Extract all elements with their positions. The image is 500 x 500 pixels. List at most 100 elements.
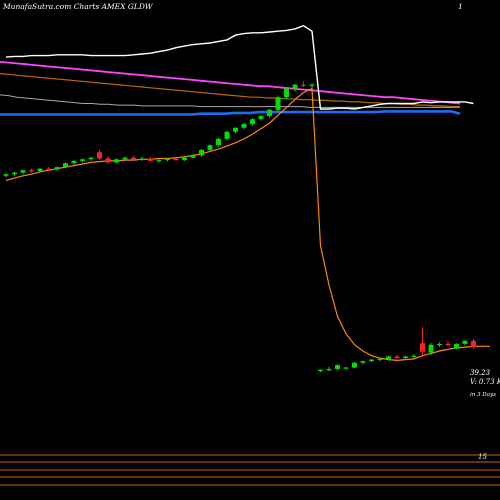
candle bbox=[258, 115, 264, 121]
candle bbox=[46, 167, 51, 172]
candle bbox=[12, 171, 17, 176]
candle-body bbox=[284, 88, 289, 98]
candle bbox=[284, 87, 289, 99]
candle bbox=[97, 149, 102, 161]
candle bbox=[386, 355, 391, 361]
candle bbox=[267, 109, 272, 118]
candle bbox=[420, 327, 425, 358]
candle bbox=[301, 81, 306, 87]
candle-body bbox=[326, 369, 332, 371]
candle bbox=[139, 156, 145, 161]
candle bbox=[437, 342, 442, 348]
candle bbox=[63, 162, 68, 168]
candle bbox=[173, 156, 179, 161]
candle-body bbox=[190, 155, 196, 158]
candle-body bbox=[437, 343, 442, 346]
candle bbox=[250, 118, 255, 126]
candle-body bbox=[420, 343, 425, 352]
candle bbox=[156, 159, 162, 163]
candle-body bbox=[241, 123, 247, 128]
candle bbox=[377, 357, 383, 362]
candle bbox=[71, 160, 77, 165]
candle-body bbox=[173, 158, 179, 161]
candle bbox=[122, 156, 128, 161]
candle-body bbox=[156, 160, 162, 162]
ma-gray-line bbox=[0, 94, 460, 108]
candle-body bbox=[454, 343, 459, 349]
candle-body bbox=[318, 369, 323, 372]
candle-body bbox=[275, 97, 281, 110]
candle bbox=[199, 149, 204, 157]
candle bbox=[369, 358, 374, 362]
candle-body bbox=[88, 157, 94, 160]
candle-body bbox=[250, 119, 255, 124]
candle bbox=[309, 83, 315, 89]
candle-body bbox=[122, 157, 128, 160]
candle-body bbox=[369, 359, 374, 362]
candle-body bbox=[216, 138, 221, 146]
candle-body bbox=[71, 160, 77, 164]
candle-body bbox=[97, 152, 102, 159]
candle-body bbox=[20, 170, 26, 173]
candle bbox=[54, 166, 60, 171]
candle bbox=[454, 343, 459, 350]
ma-blue-line bbox=[0, 110, 461, 116]
candle bbox=[148, 156, 153, 162]
candle-body bbox=[445, 343, 451, 346]
candle bbox=[241, 123, 247, 130]
footer-level-lines bbox=[0, 454, 500, 486]
volume-readout: V: 0.73 K bbox=[470, 378, 500, 386]
candle-body bbox=[386, 356, 391, 359]
candle bbox=[3, 173, 9, 178]
bollinger-upper-line bbox=[5, 24, 474, 110]
candle bbox=[20, 169, 26, 175]
candle bbox=[131, 156, 136, 161]
last-price: 39.23 bbox=[470, 369, 491, 377]
candle bbox=[80, 158, 85, 163]
candle-body bbox=[301, 84, 306, 86]
candle bbox=[360, 360, 366, 365]
candle bbox=[207, 144, 213, 152]
candle-body bbox=[335, 365, 340, 370]
candle bbox=[105, 156, 111, 164]
candle-body bbox=[29, 170, 34, 172]
candle bbox=[216, 138, 221, 147]
ema-short-line bbox=[5, 87, 490, 362]
candle bbox=[326, 366, 332, 372]
candle bbox=[292, 83, 298, 92]
candle-body bbox=[37, 168, 43, 172]
footer-level-label: 15 bbox=[478, 453, 487, 461]
candle-body bbox=[165, 158, 170, 161]
candle-body bbox=[131, 157, 136, 160]
candle bbox=[224, 131, 230, 141]
candle-body bbox=[233, 127, 238, 132]
candle-body bbox=[114, 159, 119, 163]
candle bbox=[343, 366, 349, 370]
candle-body bbox=[352, 362, 357, 368]
candle-body bbox=[267, 109, 272, 117]
header-right-label: 1 bbox=[458, 2, 463, 11]
candle-body bbox=[471, 340, 476, 348]
candle bbox=[182, 156, 187, 161]
candle-body bbox=[12, 172, 17, 175]
candle bbox=[428, 343, 434, 355]
candle bbox=[411, 354, 417, 359]
candle-body bbox=[199, 149, 204, 156]
ema-long-line bbox=[0, 61, 461, 105]
candle-body bbox=[139, 158, 145, 160]
candle bbox=[318, 369, 323, 373]
candle-body bbox=[309, 84, 315, 86]
candle-body bbox=[428, 344, 434, 353]
candle-body bbox=[258, 116, 264, 120]
candle bbox=[165, 157, 170, 162]
indicator-lines bbox=[0, 24, 490, 362]
candle bbox=[233, 127, 238, 134]
candle-body bbox=[3, 174, 9, 176]
candle-body bbox=[105, 158, 111, 163]
candle bbox=[275, 95, 281, 112]
candle bbox=[190, 154, 196, 159]
candle bbox=[445, 341, 451, 347]
candle bbox=[335, 364, 340, 370]
candles bbox=[3, 81, 476, 373]
